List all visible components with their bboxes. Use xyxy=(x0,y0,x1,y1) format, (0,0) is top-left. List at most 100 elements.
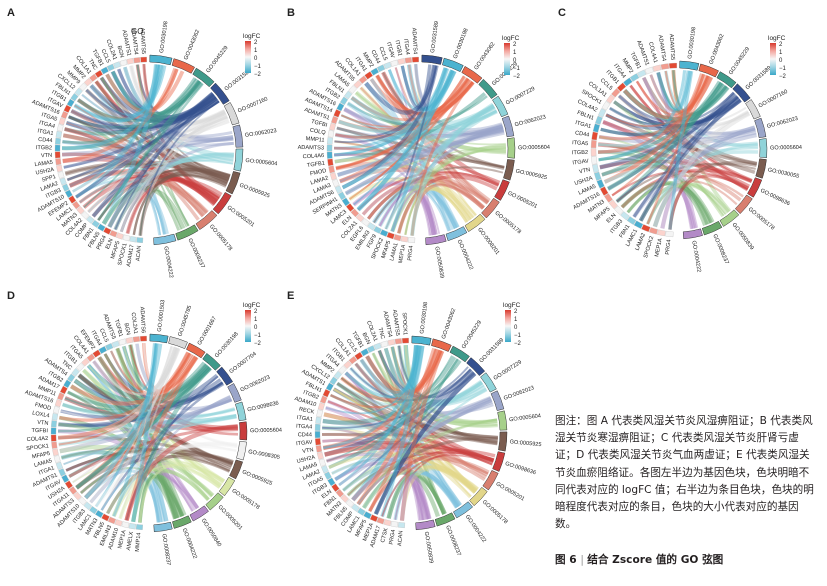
chord-link xyxy=(70,100,220,130)
gene-label: ELN xyxy=(105,238,115,250)
term-segment xyxy=(236,441,247,461)
term-label: GO:0098636 xyxy=(759,188,790,207)
term-segment xyxy=(449,345,470,363)
gene-segment xyxy=(315,438,321,446)
gene-label: ITGAV xyxy=(296,440,313,448)
gene-segment xyxy=(593,171,602,181)
chord-link xyxy=(89,84,218,124)
chord-link xyxy=(132,169,230,236)
legend-tick: 1 xyxy=(254,48,258,54)
chord-link xyxy=(77,373,233,468)
gene-segment xyxy=(97,223,106,232)
gene-segment xyxy=(318,458,326,467)
chord-link xyxy=(72,64,161,193)
chord-link xyxy=(135,343,233,411)
legend-tick: 2 xyxy=(514,309,518,315)
gene-segment xyxy=(629,73,640,82)
chord-link xyxy=(377,349,484,404)
term-label: GO:0005925 xyxy=(238,182,270,199)
chord-link xyxy=(85,65,167,117)
gene-segment xyxy=(55,130,63,139)
chord-link xyxy=(62,135,234,157)
chord-link xyxy=(335,81,474,170)
term-label: GO:0005925 xyxy=(241,469,273,487)
chord-link xyxy=(377,349,488,479)
gene-label: CCL5 xyxy=(100,48,111,64)
chord-link xyxy=(62,139,169,235)
chord-link xyxy=(599,94,739,170)
term-label: GO:0030198 xyxy=(453,28,470,60)
gene-label: TNC xyxy=(60,359,73,371)
term-segment xyxy=(186,342,206,359)
gene-label: BGN xyxy=(361,332,372,346)
gene-segment xyxy=(56,124,64,132)
gene-segment xyxy=(50,434,57,442)
chord-link xyxy=(355,91,506,146)
chord-link xyxy=(632,132,757,218)
chord-link xyxy=(75,449,234,490)
gene-label: ADAMTS1 xyxy=(121,29,132,56)
chord-link xyxy=(656,70,691,113)
chord-link xyxy=(131,366,212,523)
chord-link xyxy=(334,92,487,164)
chord-link xyxy=(57,429,196,512)
gene-segment xyxy=(139,335,147,342)
chord-link xyxy=(603,74,709,184)
chord-link xyxy=(334,140,477,217)
term-segment xyxy=(205,492,224,511)
gene-segment xyxy=(63,104,72,113)
chords xyxy=(333,64,507,236)
chord-link xyxy=(390,124,504,232)
chord-link xyxy=(122,345,178,392)
term-segment xyxy=(171,58,195,74)
gene-segment xyxy=(595,115,603,125)
legend-tick: 1 xyxy=(513,50,517,56)
chord-link xyxy=(404,186,474,235)
chord-link xyxy=(114,94,215,230)
chord-link xyxy=(601,83,726,177)
chord-link xyxy=(618,94,756,136)
term-segment xyxy=(168,336,188,349)
chord-link xyxy=(322,440,495,462)
chord-link xyxy=(97,80,201,222)
term-label: GO:0004222 xyxy=(181,528,198,560)
gene-segment xyxy=(79,82,88,91)
gene-segment xyxy=(379,229,389,237)
chord-link xyxy=(124,424,238,521)
gene-segment xyxy=(665,230,674,238)
chord-link xyxy=(671,70,732,213)
chord-link xyxy=(68,169,218,205)
term-segment xyxy=(227,383,242,403)
gene-label: COL4A2 xyxy=(27,436,49,443)
chord-link xyxy=(75,364,210,490)
term-segment xyxy=(223,102,240,126)
chord-link xyxy=(62,133,206,218)
gene-segment xyxy=(67,373,76,383)
gene-label: TGFB1 xyxy=(113,319,124,338)
chord-link xyxy=(404,345,483,402)
chord-link xyxy=(325,345,419,415)
gene-segment xyxy=(345,499,355,508)
term-label: GO:0007704 xyxy=(228,351,257,375)
chord-link xyxy=(357,127,504,211)
term-label: GO:0030198 xyxy=(214,331,240,359)
chord-link xyxy=(126,111,226,234)
chord-link xyxy=(82,174,220,209)
chord-link xyxy=(342,109,498,189)
chord-link xyxy=(394,67,485,209)
gene-segment xyxy=(637,69,647,78)
chord-link xyxy=(386,470,460,519)
chord-link xyxy=(656,72,699,229)
chord-link xyxy=(101,64,161,225)
chord-link xyxy=(622,85,729,122)
term-label: GO:0005178 xyxy=(747,207,776,232)
gene-segment xyxy=(367,222,376,231)
chord-link xyxy=(58,414,237,447)
chord-link xyxy=(324,368,474,457)
chord-link xyxy=(68,424,238,478)
gene-segment xyxy=(121,521,130,529)
term-segment xyxy=(716,71,737,89)
chord-link xyxy=(382,71,505,169)
term-label: GO:0062023 xyxy=(245,128,278,139)
chord-link xyxy=(322,379,483,431)
